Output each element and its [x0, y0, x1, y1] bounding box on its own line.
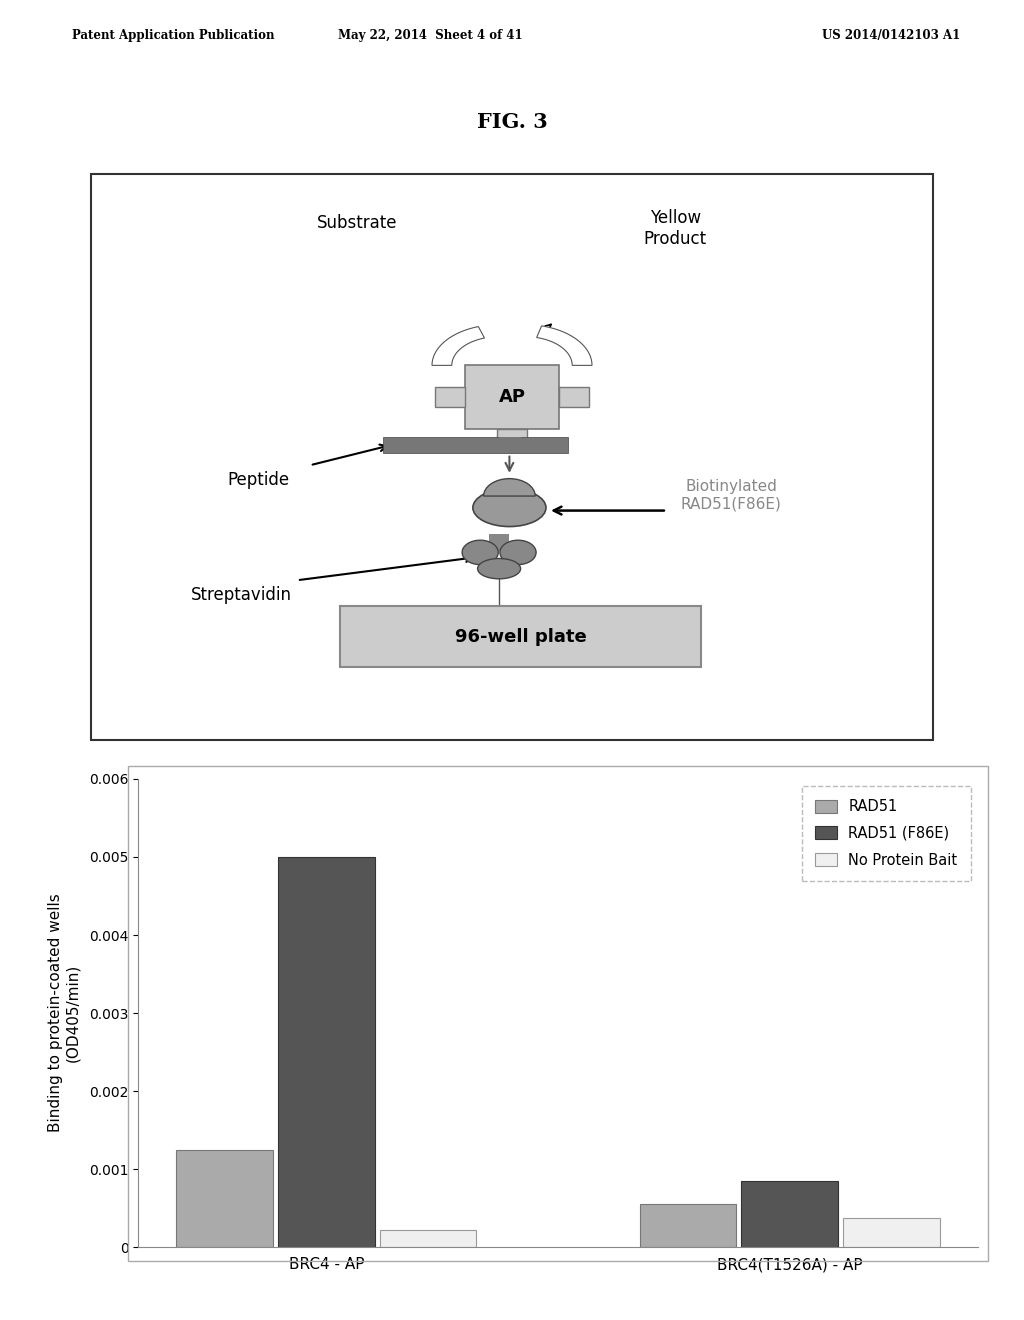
Bar: [383, 437, 568, 453]
Bar: [497, 429, 527, 450]
Bar: [488, 533, 509, 552]
Legend: RAD51, RAD51 (F86E), No Protein Bait: RAD51, RAD51 (F86E), No Protein Bait: [802, 787, 971, 880]
FancyBboxPatch shape: [90, 174, 934, 741]
Bar: [843, 1218, 940, 1247]
Bar: [279, 857, 375, 1247]
Text: Substrate: Substrate: [316, 214, 397, 232]
Text: Streptavidin: Streptavidin: [190, 586, 292, 603]
Bar: [499, 437, 520, 453]
Bar: [176, 1150, 273, 1247]
Text: Biotinylated
RAD51(F86E): Biotinylated RAD51(F86E): [681, 479, 781, 511]
Text: Patent Application Publication: Patent Application Publication: [72, 29, 274, 42]
Ellipse shape: [477, 558, 520, 578]
Polygon shape: [432, 326, 484, 366]
Bar: [380, 1230, 476, 1247]
Text: May 22, 2014  Sheet 4 of 41: May 22, 2014 Sheet 4 of 41: [338, 29, 522, 42]
Bar: [741, 1181, 838, 1247]
Text: AP: AP: [499, 388, 525, 407]
FancyBboxPatch shape: [340, 606, 701, 668]
Text: 96-well plate: 96-well plate: [455, 628, 587, 645]
Bar: [434, 387, 465, 408]
Circle shape: [462, 540, 499, 565]
Text: US 2014/0142103 A1: US 2014/0142103 A1: [821, 29, 961, 42]
Y-axis label: Binding to protein-coated wells
(OD405/min): Binding to protein-coated wells (OD405/m…: [48, 894, 81, 1133]
Bar: [465, 366, 559, 429]
Bar: [640, 1204, 736, 1247]
Polygon shape: [537, 326, 592, 366]
Wedge shape: [483, 479, 536, 496]
Ellipse shape: [473, 488, 546, 527]
Circle shape: [500, 540, 537, 565]
Bar: [559, 387, 590, 408]
Text: Peptide: Peptide: [227, 471, 290, 488]
Text: FIG. 3: FIG. 3: [476, 112, 548, 132]
Text: Yellow
Product: Yellow Product: [644, 210, 707, 248]
